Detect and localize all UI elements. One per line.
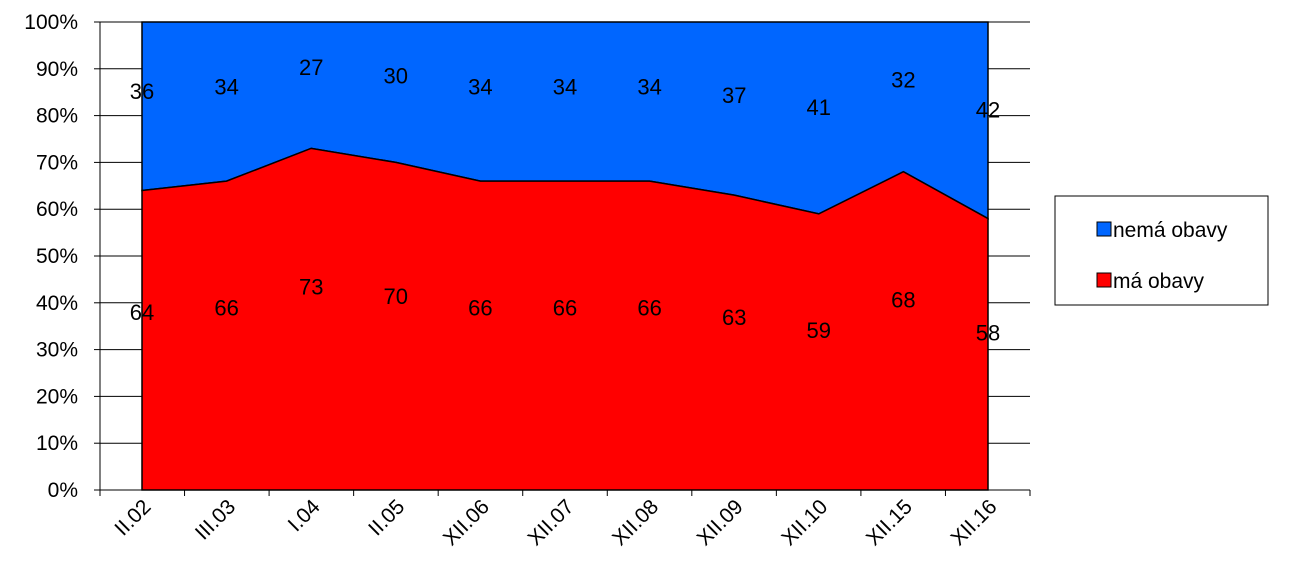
plot-areas bbox=[141, 21, 989, 491]
x-tick-label: XII.08 bbox=[608, 495, 663, 550]
y-tick-label: 30% bbox=[36, 339, 78, 362]
y-tick-label: 80% bbox=[36, 105, 78, 128]
data-label-nema-obavy: 37 bbox=[722, 83, 746, 108]
data-label-nema-obavy: 42 bbox=[976, 97, 1000, 122]
x-tick-label: II.05 bbox=[364, 495, 409, 540]
y-tick-label: 40% bbox=[36, 292, 78, 315]
data-label-ma-obavy: 68 bbox=[891, 287, 915, 312]
y-tick-label: 70% bbox=[36, 151, 78, 174]
y-tick-label: 100% bbox=[24, 11, 78, 34]
legend-label: má obavy bbox=[1113, 270, 1205, 293]
data-label-ma-obavy: 59 bbox=[807, 318, 831, 343]
y-tick-label: 10% bbox=[36, 432, 78, 455]
data-label-ma-obavy: 66 bbox=[468, 296, 492, 321]
legend-box bbox=[1054, 195, 1269, 306]
data-label-ma-obavy: 73 bbox=[299, 274, 323, 299]
legend-swatch bbox=[1096, 272, 1112, 288]
y-tick-label: 0% bbox=[48, 479, 78, 502]
y-tick-label: 20% bbox=[36, 385, 78, 408]
x-tick-label: XII.07 bbox=[523, 495, 578, 550]
x-tick-label: XII.09 bbox=[693, 495, 748, 550]
axes bbox=[99, 22, 1031, 496]
y-tick-label: 50% bbox=[36, 245, 78, 268]
data-label-nema-obavy: 34 bbox=[553, 75, 577, 100]
x-tick-label: I.04 bbox=[284, 495, 325, 536]
data-label-nema-obavy: 34 bbox=[468, 75, 492, 100]
data-label-nema-obavy: 34 bbox=[214, 75, 238, 100]
data-label-ma-obavy: 58 bbox=[976, 320, 1000, 345]
data-label-ma-obavy: 63 bbox=[722, 305, 746, 330]
x-tick-label: III.03 bbox=[191, 495, 240, 544]
data-label-ma-obavy: 64 bbox=[130, 300, 154, 325]
y-tick-label: 90% bbox=[36, 58, 78, 81]
x-tick-label: XII.10 bbox=[777, 495, 832, 550]
y-axis-tick-labels: 0% 10% 20% 30% 40% 50% 60% 70% 80% 90% 100% bbox=[24, 11, 78, 502]
data-label-ma-obavy: 66 bbox=[214, 296, 238, 321]
data-label-ma-obavy: 70 bbox=[384, 284, 408, 309]
data-label-nema-obavy: 32 bbox=[891, 67, 915, 92]
x-tick-label: XII.16 bbox=[946, 495, 1001, 550]
data-labels: 64 36 66 34 73 27 70 30 66 34 66 34 66 34 63 37 59 41 68 32… bbox=[130, 55, 1000, 345]
data-label-nema-obavy: 41 bbox=[807, 95, 831, 120]
data-label-nema-obavy: 30 bbox=[384, 64, 408, 89]
legend: nemá obavy má obavy bbox=[1054, 195, 1269, 306]
legend-label: nemá obavy bbox=[1113, 219, 1228, 242]
data-label-ma-obavy: 66 bbox=[553, 296, 577, 321]
area-ma-obavy bbox=[141, 147, 989, 491]
x-axis-tick-labels: II.02 III.03 I.04 II.05 XII.06 XII.07 XII.08 XI… bbox=[110, 495, 1001, 550]
data-label-nema-obavy: 36 bbox=[130, 79, 154, 104]
x-tick-label: XII.06 bbox=[439, 495, 494, 550]
x-tick-label: II.02 bbox=[110, 495, 155, 540]
data-label-ma-obavy: 66 bbox=[637, 296, 661, 321]
data-label-nema-obavy: 27 bbox=[299, 55, 323, 80]
x-tick-label: XII.15 bbox=[862, 495, 917, 550]
legend-swatch bbox=[1096, 221, 1112, 237]
data-label-nema-obavy: 34 bbox=[637, 75, 661, 100]
y-tick-label: 60% bbox=[36, 198, 78, 221]
